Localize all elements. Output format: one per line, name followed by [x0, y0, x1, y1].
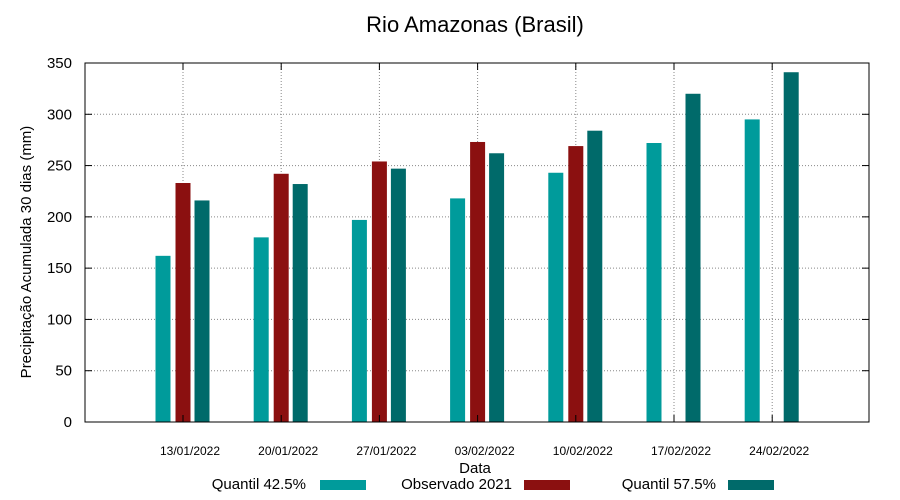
legend-swatch — [524, 480, 570, 490]
bar-quantil-42-5--20-01-2022 — [253, 237, 269, 422]
x-tick-label: 24/02/2022 — [749, 444, 809, 458]
legend: Quantil 42.5% Observado 2021 Quantil 57.5% — [212, 476, 774, 493]
x-tick-label: 10/02/2022 — [553, 444, 613, 458]
x-tick-label: 20/01/2022 — [258, 444, 318, 458]
y-tick-label: 250 — [47, 158, 72, 175]
bar-observado-2021-10-02-2022 — [568, 146, 584, 422]
x-tick-label: 03/02/2022 — [455, 444, 515, 458]
bar-observado-2021-03-02-2022 — [470, 141, 486, 423]
x-tick-label: 13/01/2022 — [160, 444, 220, 458]
y-tick-label: 150 — [47, 260, 72, 277]
bar-quantil-42-5--24-02-2022 — [744, 119, 760, 423]
bar-quantil-57-5--03-02-2022 — [489, 153, 505, 422]
legend-label: Quantil 57.5% — [622, 476, 716, 493]
x-axis-label: Data — [459, 460, 491, 477]
y-tick-label: 0 — [64, 414, 72, 431]
bar-quantil-57-5--20-01-2022 — [292, 184, 308, 422]
x-tick-label: 17/02/2022 — [651, 444, 711, 458]
axis-ticks: 0 50 100 150 200 250 300 350 13/01/2022 20/01/202… — [47, 55, 869, 458]
bar-quantil-42-5--13-01-2022 — [155, 255, 171, 422]
bars — [155, 72, 799, 423]
y-tick-label: 100 — [47, 311, 72, 328]
legend-swatch — [728, 480, 774, 490]
bar-quantil-57-5--13-01-2022 — [194, 200, 210, 422]
bar-quantil-42-5--27-01-2022 — [351, 219, 367, 422]
bar-quantil-57-5--10-02-2022 — [587, 130, 603, 422]
bar-quantil-57-5--27-01-2022 — [390, 168, 406, 422]
plot-frame — [84, 62, 870, 423]
bar-quantil-42-5--17-02-2022 — [646, 143, 662, 422]
y-tick-label: 200 — [47, 209, 72, 226]
y-tick-label: 50 — [55, 363, 72, 380]
bar-observado-2021-20-01-2022 — [273, 173, 289, 422]
legend-label: Quantil 42.5% — [212, 476, 306, 493]
bar-quantil-57-5--17-02-2022 — [685, 93, 701, 423]
y-tick-label: 350 — [47, 55, 72, 72]
bar-observado-2021-27-01-2022 — [371, 161, 387, 422]
bar-observado-2021-13-01-2022 — [175, 183, 191, 422]
x-tick-label: 27/01/2022 — [356, 444, 416, 458]
chart-title: Rio Amazonas (Brasil) — [366, 12, 584, 37]
y-tick-label: 300 — [47, 106, 72, 123]
bar-quantil-57-5--24-02-2022 — [783, 72, 799, 422]
legend-swatch — [320, 480, 366, 490]
bar-quantil-42-5--10-02-2022 — [548, 172, 564, 422]
y-axis-label: Precipitação Acumulada 30 dias (mm) — [18, 126, 35, 379]
bar-quantil-42-5--03-02-2022 — [450, 198, 466, 422]
legend-label: Observado 2021 — [401, 476, 512, 493]
